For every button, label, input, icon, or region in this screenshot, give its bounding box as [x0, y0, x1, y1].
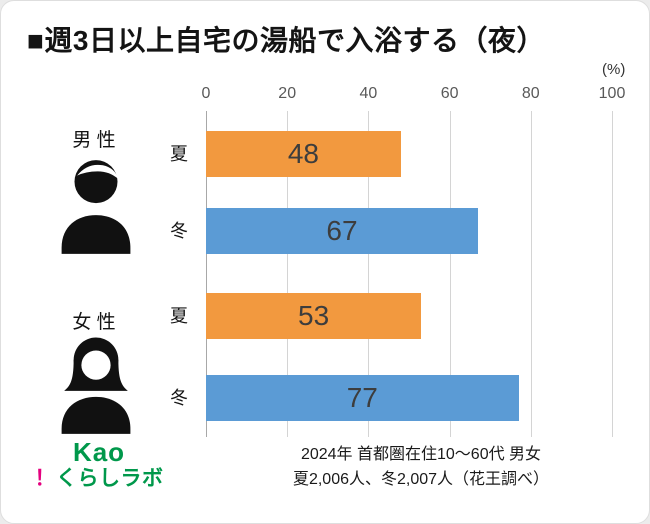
kao-brand-wordmark: Kao: [72, 437, 126, 467]
unit-label: (%): [602, 61, 626, 78]
source-note: 2024年 首都圏在住10～60代 男女 夏2,006人、冬2,007人（花王調…: [213, 442, 629, 492]
bar-value-label: 67: [326, 215, 358, 246]
bar-male-winter: 67: [206, 208, 479, 254]
source-line-2: 夏2,006人、冬2,007人（花王調べ）: [292, 471, 550, 488]
axis-tick: 40: [359, 85, 378, 102]
x-axis-ticks: 0 20 40 60 80 100: [202, 85, 626, 105]
gridline: [530, 111, 532, 437]
logo-product-name: くらしラボ: [56, 467, 164, 491]
bar-chart-plot: 48 67 53 77: [206, 111, 613, 437]
category-label-summer: 夏: [170, 306, 188, 326]
source-line-1: 2024年 首都圏在住10～60代 男女: [300, 446, 542, 463]
gridline: [612, 111, 613, 437]
bar-value-label: 53: [298, 300, 330, 331]
page-title: ■週3日以上自宅の湯船で入浴する（夜）: [27, 25, 545, 56]
logo-exclamation-mark: ！: [34, 467, 56, 491]
axis-tick: 20: [278, 85, 297, 102]
group-label-female: 女 性: [72, 312, 116, 333]
bar-female-summer: 53: [206, 293, 422, 339]
bar-value-label: 48: [287, 138, 320, 169]
axis-tick: 100: [598, 85, 626, 102]
gridline: [368, 111, 370, 437]
kurashi-labo-wordmark: ！くらしラボ: [23, 468, 175, 490]
axis-tick: 0: [201, 85, 211, 102]
category-label-summer: 夏: [170, 144, 188, 164]
gridline: [449, 111, 451, 437]
category-label-winter: 冬: [170, 221, 188, 241]
axis-tick: 80: [521, 85, 540, 102]
female-person-icon: [61, 337, 131, 434]
gridline: [287, 111, 289, 437]
axis-tick: 60: [440, 85, 459, 102]
category-label-winter: 冬: [170, 388, 188, 408]
kao-kurashi-labo-logo: Kao ！くらしラボ: [23, 437, 175, 490]
bar-male-summer: 48: [206, 131, 401, 177]
bar-female-winter: 77: [206, 375, 519, 421]
gridline: [206, 111, 207, 437]
group-label-male: 男 性: [72, 130, 116, 151]
male-person-icon: [61, 160, 131, 254]
bar-value-label: 77: [346, 382, 378, 413]
